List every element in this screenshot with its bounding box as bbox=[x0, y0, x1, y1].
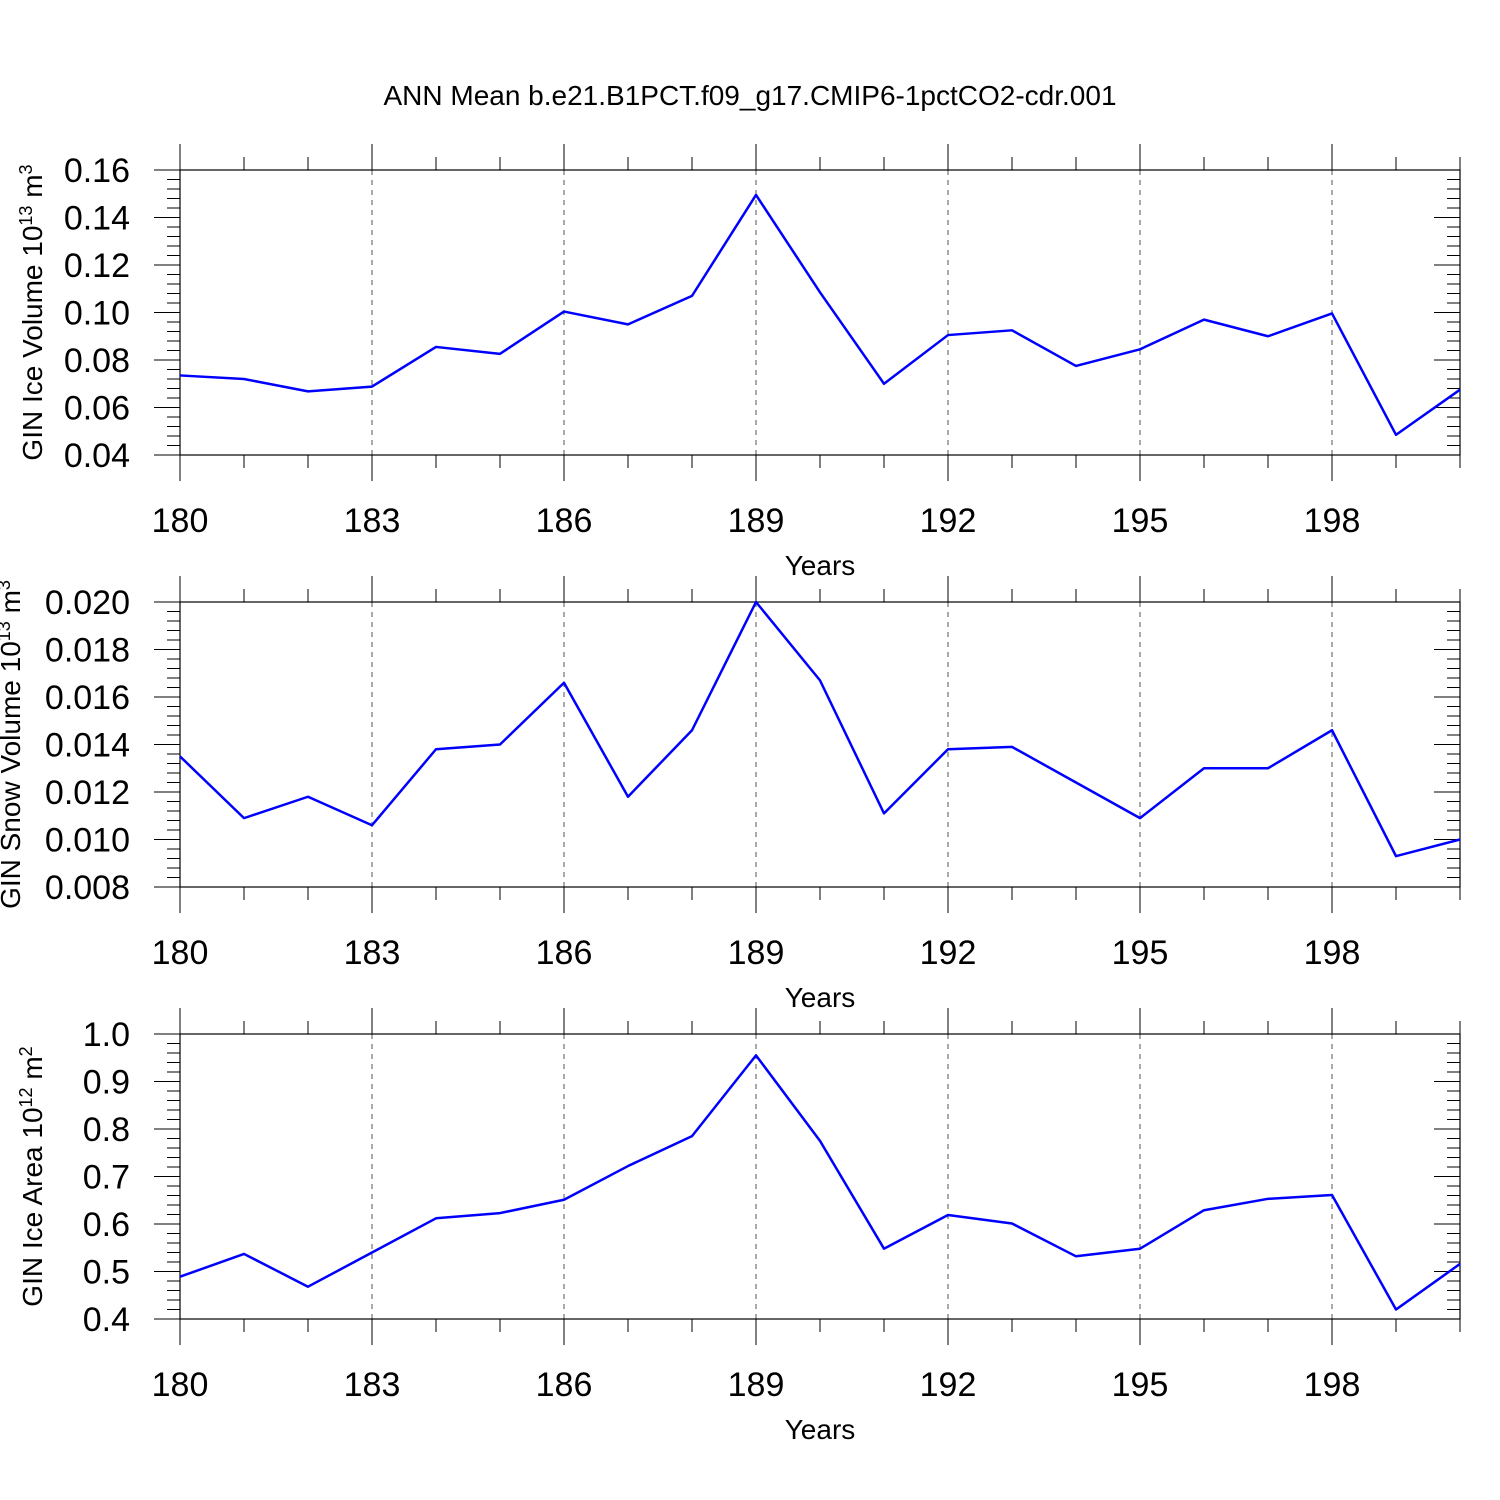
series-line bbox=[179, 600, 1461, 858]
series-line bbox=[179, 1054, 1461, 1311]
y-tick-label: 0.9 bbox=[83, 1064, 130, 1102]
y-tick-label: 0.020 bbox=[45, 584, 130, 622]
y-tick-label: 0.008 bbox=[45, 869, 130, 907]
y-tick-label: 0.4 bbox=[83, 1301, 130, 1339]
y-tick-label: 0.08 bbox=[64, 342, 130, 380]
panel-3: 0.4 0.5 0.6 0.7 0.8 0.9 1.0 180 183 186 189 192 195 1… bbox=[16, 1008, 1461, 1445]
x-tick-label: 189 bbox=[728, 502, 785, 540]
x-tick-label: 198 bbox=[1304, 1366, 1361, 1404]
x-axis-title: Years bbox=[785, 982, 856, 1013]
y-tick-label: 0.014 bbox=[45, 727, 130, 765]
x-tick-label: 192 bbox=[920, 934, 977, 972]
plot-frame bbox=[179, 1033, 1461, 1320]
x-tick-label: 183 bbox=[344, 1366, 401, 1404]
x-tick-label: 183 bbox=[344, 934, 401, 972]
y-tick-label: 0.018 bbox=[45, 632, 130, 670]
y-tick-label: 0.016 bbox=[45, 679, 130, 717]
y-tick-label: 0.7 bbox=[83, 1159, 130, 1197]
y-tick-label: 1.0 bbox=[83, 1016, 130, 1054]
series-line bbox=[179, 193, 1461, 437]
y-axis-title: GIN Snow Volume 1013 m3 bbox=[0, 580, 26, 909]
y-tick-label: 0.12 bbox=[64, 247, 130, 285]
x-tick-label: 186 bbox=[536, 502, 593, 540]
x-tick-label: 183 bbox=[344, 502, 401, 540]
x-tick-label: 195 bbox=[1112, 934, 1169, 972]
plot-frame bbox=[179, 169, 1461, 456]
x-tick-label: 180 bbox=[152, 1366, 209, 1404]
figure-title: ANN Mean b.e21.B1PCT.f09_g17.CMIP6-1pctC… bbox=[383, 80, 1117, 111]
x-tick-label: 195 bbox=[1112, 1366, 1169, 1404]
y-tick-label: 0.010 bbox=[45, 822, 130, 860]
x-tick-label: 189 bbox=[728, 1366, 785, 1404]
x-tick-label: 198 bbox=[1304, 934, 1361, 972]
x-tick-label: 180 bbox=[152, 502, 209, 540]
y-tick-label: 0.5 bbox=[83, 1254, 130, 1292]
x-tick-label: 192 bbox=[920, 502, 977, 540]
y-tick-label: 0.012 bbox=[45, 774, 130, 812]
x-tick-label: 189 bbox=[728, 934, 785, 972]
panel-1: 0.04 0.06 0.08 0.10 0.12 0.14 0.16 180 183 186 189… bbox=[16, 144, 1461, 581]
x-axis-title: Years bbox=[785, 1414, 856, 1445]
y-axis-title: GIN Ice Area 1012 m2 bbox=[16, 1046, 48, 1306]
plot-frame bbox=[179, 601, 1461, 888]
x-tick-label: 198 bbox=[1304, 502, 1361, 540]
panel-2: 0.008 0.010 0.012 0.014 0.016 0.018 0.020 180 18… bbox=[0, 576, 1461, 1013]
y-tick-label: 0.16 bbox=[64, 152, 130, 190]
y-tick-label: 0.10 bbox=[64, 295, 130, 333]
x-tick-label: 186 bbox=[536, 934, 593, 972]
x-tick-label: 192 bbox=[920, 1366, 977, 1404]
x-tick-label: 180 bbox=[152, 934, 209, 972]
x-axis-title: Years bbox=[785, 550, 856, 581]
y-tick-label: 0.04 bbox=[64, 437, 130, 475]
y-tick-label: 0.6 bbox=[83, 1206, 130, 1244]
y-tick-label: 0.14 bbox=[64, 200, 130, 238]
y-tick-label: 0.8 bbox=[83, 1111, 130, 1149]
y-tick-label: 0.06 bbox=[64, 390, 130, 428]
x-tick-label: 186 bbox=[536, 1366, 593, 1404]
x-tick-label: 195 bbox=[1112, 502, 1169, 540]
y-axis-title: GIN Ice Volume 1013 m3 bbox=[16, 164, 48, 460]
